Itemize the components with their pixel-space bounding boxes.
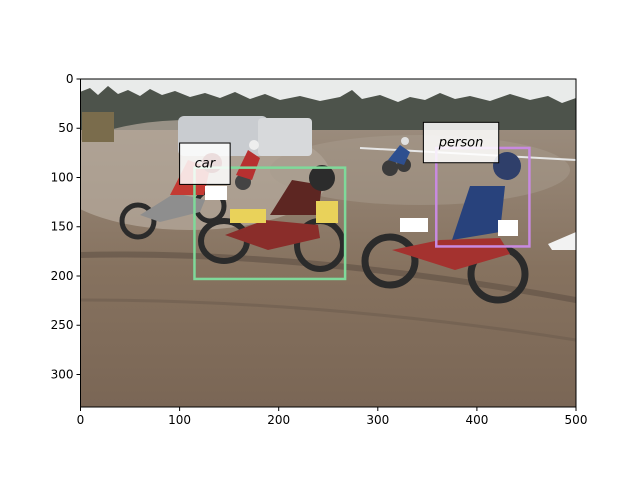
box-green	[193, 166, 347, 281]
y-axis-ticks: 0 50 100 150 200 250 300	[51, 72, 81, 381]
y-tick-label: 300	[51, 367, 74, 381]
y-tick-label: 50	[58, 121, 73, 135]
y-tick-label: 0	[66, 72, 74, 86]
x-tick-label: 0	[77, 413, 85, 427]
y-tick-label: 100	[51, 170, 74, 184]
y-tick-label: 250	[51, 318, 74, 332]
label-person-text: person	[438, 136, 484, 151]
label-person: person	[422, 121, 500, 164]
rider-red-background	[235, 140, 260, 190]
rider-background	[382, 137, 411, 176]
plot-frame	[80, 78, 577, 408]
x-tick-label: 100	[168, 413, 191, 427]
annotation-labels: car person	[179, 121, 500, 185]
track-rut	[80, 298, 576, 342]
x-tick-label: 500	[565, 413, 588, 427]
snow-patch	[548, 232, 576, 250]
y-tick-label: 150	[51, 220, 74, 234]
rider-center	[198, 165, 346, 272]
x-axis-ticks: 0 100 200 300 400 500	[77, 407, 588, 427]
label-person-background	[422, 121, 500, 164]
x-tick-label: 300	[366, 413, 389, 427]
x-tick-label: 400	[465, 413, 488, 427]
background-camper	[258, 118, 312, 156]
label-car: car	[179, 142, 231, 185]
background-truck	[82, 112, 114, 142]
x-tick-label: 200	[267, 413, 290, 427]
y-tick-label: 200	[51, 269, 74, 283]
label-car-background	[179, 142, 231, 185]
track-rut	[80, 251, 576, 303]
label-car-text: car	[195, 157, 217, 172]
